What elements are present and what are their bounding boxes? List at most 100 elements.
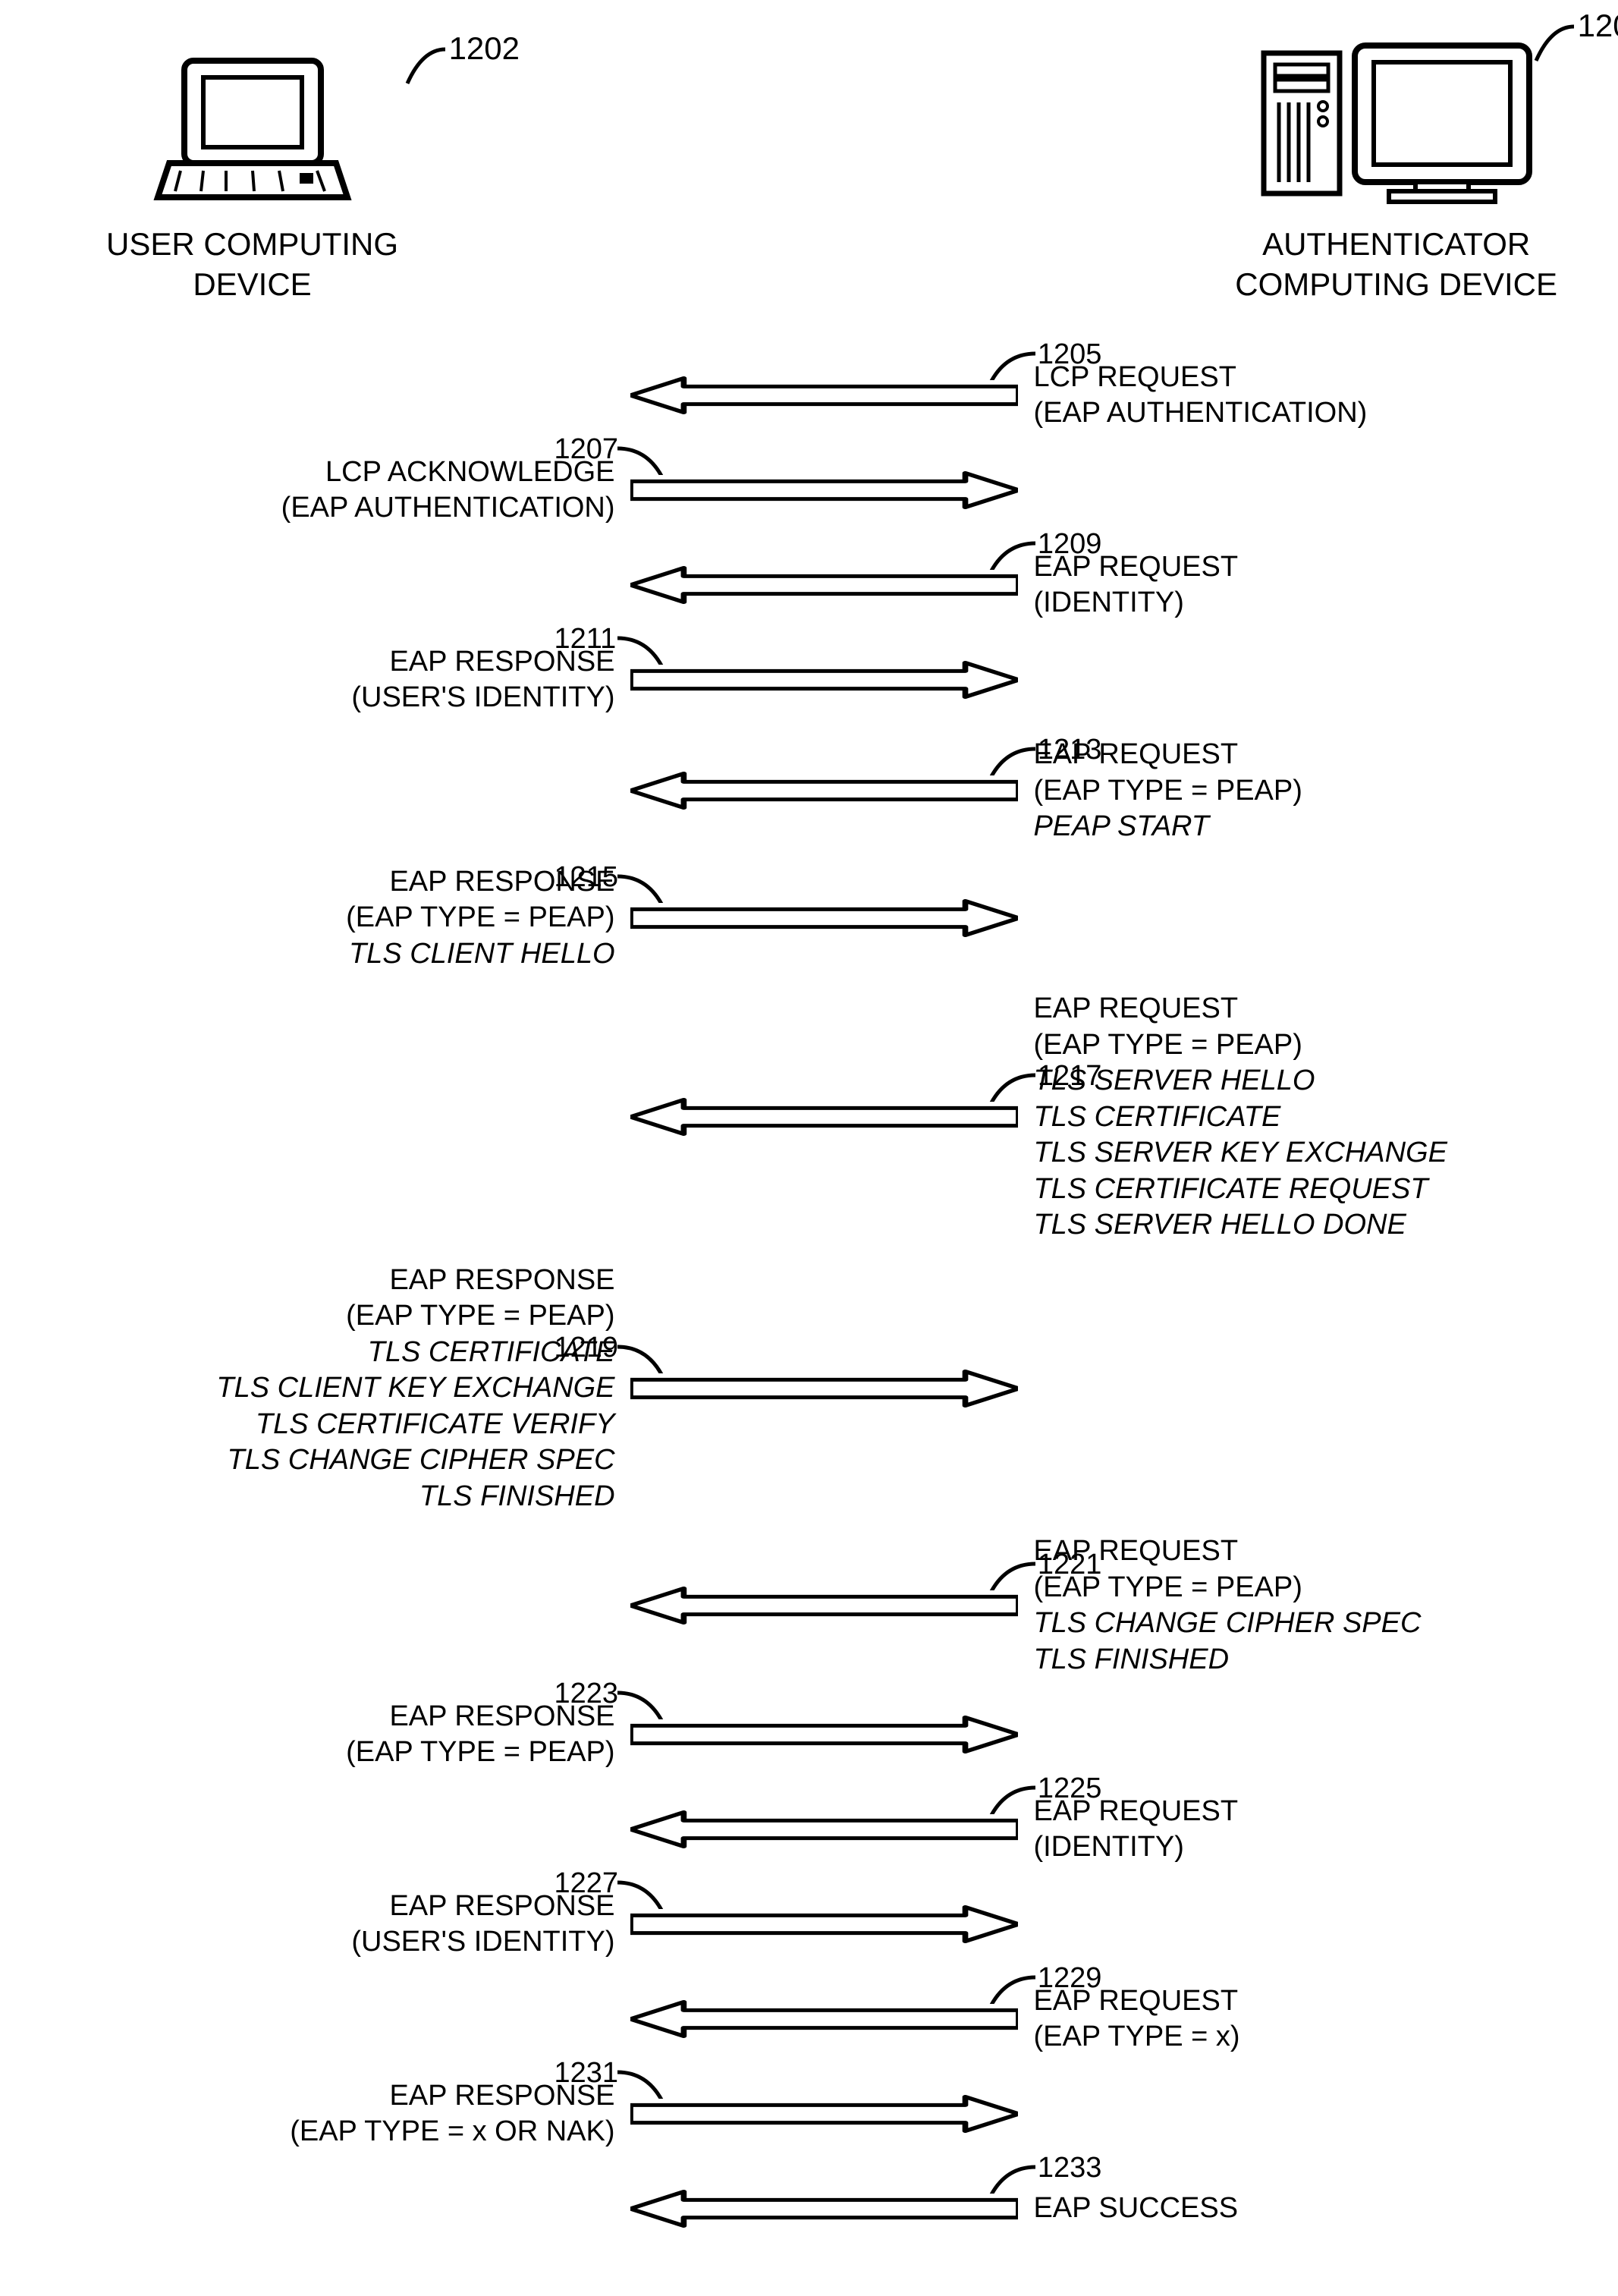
arrow-left-icon: 1221	[630, 1587, 1019, 1624]
ref-1204: 1204	[1578, 8, 1618, 44]
message-row: 1205 LCP REQUEST(EAP AUTHENTICATION)	[15, 357, 1618, 433]
message-row: 1233 EAP SUCCESS	[15, 2171, 1618, 2247]
arrow-column: 1205	[630, 376, 1019, 414]
arrow-right-icon: 1231	[630, 2095, 1019, 2133]
reference-number: 1215	[555, 861, 619, 894]
reference-number: 1225	[1038, 1772, 1102, 1805]
right-message-text: EAP REQUEST(IDENTITY)	[1018, 549, 1618, 621]
arrow-column: 1219	[630, 1370, 1019, 1407]
auth-device-label: AUTHENTICATOR COMPUTING DEVICE	[1235, 225, 1557, 304]
reference-number: 1211	[555, 623, 617, 656]
arrow-right-icon: 1219	[630, 1370, 1019, 1407]
reference-number: 1221	[1038, 1549, 1102, 1581]
reference-number: 1217	[1038, 1060, 1102, 1093]
left-message-text: EAP RESPONSE(USER'S IDENTITY)	[15, 1889, 630, 1961]
msg-line: (USER'S IDENTITY)	[351, 1924, 614, 1961]
right-message-text: EAP SUCCESS	[1018, 2191, 1618, 2227]
reference-number: 1209	[1038, 528, 1102, 561]
reference-number: 1231	[555, 2057, 619, 2090]
reference-number: 1213	[1038, 734, 1102, 766]
ref-1202: 1202	[449, 30, 520, 67]
arrow-column: 1233	[630, 2190, 1019, 2228]
msg-line: (USER'S IDENTITY)	[351, 680, 614, 716]
laptop-icon	[146, 46, 359, 212]
right-message-text: EAP REQUEST(IDENTITY)	[1018, 1794, 1618, 1866]
left-message-text: EAP RESPONSE(EAP TYPE = PEAP)TLS CERTIFI…	[15, 1263, 630, 1515]
message-row: 1221 EAP REQUEST(EAP TYPE = PEAP)TLS CHA…	[15, 1533, 1618, 1678]
arrow-right-icon: 1211	[630, 661, 1019, 699]
left-message-text: EAP RESPONSE(EAP TYPE = PEAP)TLS CLIENT …	[15, 864, 630, 973]
msg-line: (EAP TYPE = x)	[1033, 2019, 1239, 2055]
msg-line: EAP REQUEST	[1033, 991, 1238, 1027]
left-message-text: EAP RESPONSE(EAP TYPE = x OR NAK)	[15, 2078, 630, 2150]
arrow-column: 1229	[630, 2000, 1019, 2038]
message-row: EAP RESPONSE(USER'S IDENTITY) 1227	[15, 1886, 1618, 1962]
message-row: EAP RESPONSE(EAP TYPE = PEAP)TLS CERTIFI…	[15, 1263, 1618, 1515]
reference-number: 1219	[555, 1332, 619, 1364]
msg-line: TLS FINISHED	[1033, 1642, 1229, 1678]
right-message-text: EAP REQUEST(EAP TYPE = PEAP)TLS CHANGE C…	[1018, 1533, 1618, 1678]
reference-number: 1207	[555, 433, 619, 466]
msg-line: (EAP AUTHENTICATION)	[1033, 395, 1367, 432]
reference-number: 1233	[1038, 2152, 1102, 2184]
msg-line: TLS CERTIFICATE	[1033, 1099, 1280, 1136]
arrow-column: 1227	[630, 1905, 1019, 1943]
message-row: 1225 EAP REQUEST(IDENTITY)	[15, 1791, 1618, 1867]
left-message-text: LCP ACKNOWLEDGE(EAP AUTHENTICATION)	[15, 454, 630, 527]
msg-line: TLS FINISHED	[419, 1479, 615, 1515]
message-row: LCP ACKNOWLEDGE(EAP AUTHENTICATION) 1207	[15, 452, 1618, 528]
msg-line: (EAP TYPE = PEAP)	[346, 1735, 614, 1771]
arrow-column: 1225	[630, 1810, 1019, 1848]
message-row: 1217 EAP REQUEST(EAP TYPE = PEAP)TLS SER…	[15, 991, 1618, 1244]
msg-line: EAP SUCCESS	[1033, 2191, 1238, 2227]
arrow-left-icon: 1225	[630, 1810, 1019, 1848]
msg-line: (EAP TYPE = PEAP)	[1033, 773, 1302, 810]
msg-line: TLS CHANGE CIPHER SPEC	[228, 1442, 615, 1479]
arrow-left-icon: 1233	[630, 2190, 1019, 2228]
reference-number: 1223	[555, 1678, 619, 1710]
sequence-diagram: 1202 USER COMPUTING DEVICE	[15, 30, 1618, 2247]
msg-line: TLS CERTIFICATE VERIFY	[256, 1407, 615, 1443]
msg-line: TLS SERVER KEY EXCHANGE	[1033, 1135, 1447, 1172]
reference-number: 1229	[1038, 1962, 1102, 1995]
message-row: 1209 EAP REQUEST(IDENTITY)	[15, 547, 1618, 623]
arrow-column: 1211	[630, 661, 1019, 699]
arrow-left-icon: 1209	[630, 566, 1019, 604]
arrow-right-icon: 1215	[630, 899, 1019, 937]
arrow-right-icon: 1223	[630, 1716, 1019, 1753]
message-row: 1229 EAP REQUEST(EAP TYPE = x)	[15, 1981, 1618, 2057]
msg-line: EAP RESPONSE	[389, 1263, 614, 1299]
message-row: EAP RESPONSE(EAP TYPE = x OR NAK) 1231	[15, 2076, 1618, 2152]
arrow-left-icon: 1205	[630, 376, 1019, 414]
user-computing-device: 1202 USER COMPUTING DEVICE	[106, 46, 398, 304]
right-message-text: EAP REQUEST(EAP TYPE = PEAP)TLS SERVER H…	[1018, 991, 1618, 1244]
message-row: EAP RESPONSE(EAP TYPE = PEAP) 1223	[15, 1697, 1618, 1772]
reference-number: 1205	[1038, 338, 1102, 371]
desktop-icon	[1252, 30, 1541, 212]
arrow-column: 1231	[630, 2095, 1019, 2133]
message-row: 1213 EAP REQUEST(EAP TYPE = PEAP)PEAP ST…	[15, 737, 1618, 845]
arrow-left-icon: 1217	[630, 1098, 1019, 1136]
left-message-text: EAP RESPONSE(USER'S IDENTITY)	[15, 644, 630, 716]
msg-line: TLS CERTIFICATE REQUEST	[1033, 1172, 1428, 1208]
arrow-column: 1207	[630, 471, 1019, 509]
arrow-column: 1215	[630, 899, 1019, 937]
arrow-column: 1213	[630, 772, 1019, 810]
arrow-left-icon: 1229	[630, 2000, 1019, 2038]
header-row: 1202 USER COMPUTING DEVICE	[15, 30, 1618, 304]
msg-line: PEAP START	[1033, 809, 1209, 845]
arrow-right-icon: 1227	[630, 1905, 1019, 1943]
arrow-column: 1223	[630, 1716, 1019, 1753]
msg-line: TLS CLIENT HELLO	[349, 936, 615, 973]
msg-line: TLS CHANGE CIPHER SPEC	[1033, 1606, 1421, 1642]
msg-line: (EAP TYPE = x OR NAK)	[290, 2114, 614, 2150]
right-message-text: EAP REQUEST(EAP TYPE = x)	[1018, 1983, 1618, 2055]
authenticator-computing-device: 1204 AUTHENTICATOR CO	[1235, 30, 1557, 304]
msg-line: (EAP AUTHENTICATION)	[281, 490, 615, 527]
msg-line: (EAP TYPE = PEAP)	[346, 900, 614, 936]
msg-line: TLS CLIENT KEY EXCHANGE	[216, 1370, 614, 1407]
left-message-text: EAP RESPONSE(EAP TYPE = PEAP)	[15, 1699, 630, 1771]
arrow-left-icon: 1213	[630, 772, 1019, 810]
msg-line: (EAP TYPE = PEAP)	[1033, 1027, 1302, 1064]
right-message-text: EAP REQUEST(EAP TYPE = PEAP)PEAP START	[1018, 737, 1618, 845]
